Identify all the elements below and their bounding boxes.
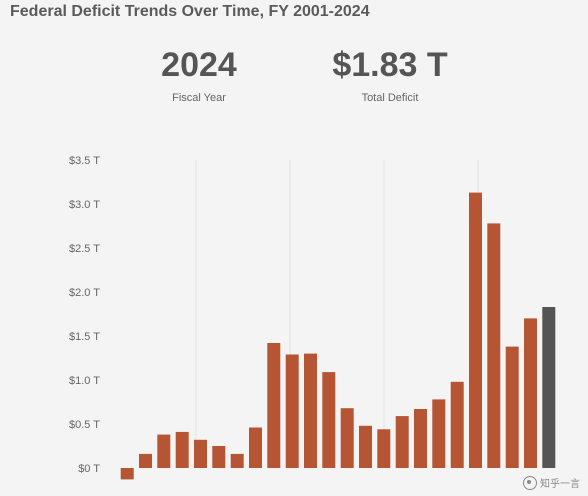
bar-2017 xyxy=(414,409,427,468)
bar-2024 xyxy=(542,307,556,468)
y-axis-ticks: $0 T $0.5 T $1.0 T $1.5 T $2.0 T $2.5 T $3.0 T… xyxy=(69,155,100,475)
total-deficit-label: Total Deficit xyxy=(361,92,419,104)
fiscal-year-value: 2024 xyxy=(161,46,237,84)
bar-2012 xyxy=(322,372,336,468)
y-tick-label: $2.5 T xyxy=(69,243,100,255)
y-tick-label: $1.5 T xyxy=(69,331,100,343)
bar-2006 xyxy=(212,446,226,468)
bar-2019 xyxy=(450,381,464,468)
fiscal-year-stat: 2024 Fiscal Year xyxy=(134,48,264,104)
bar-2001 xyxy=(120,468,134,480)
total-deficit-value: $1.83 T xyxy=(332,46,448,84)
bar-2007 xyxy=(230,453,244,468)
watermark-text: 知乎一言 xyxy=(540,479,580,490)
bar-2003 xyxy=(157,434,171,468)
bar-2013 xyxy=(340,408,354,468)
bar-2010 xyxy=(285,354,299,468)
circle-logo-icon xyxy=(523,475,537,490)
fiscal-year-label: Fiscal Year xyxy=(172,92,226,104)
bars xyxy=(120,192,556,480)
bar-2002 xyxy=(139,453,152,468)
bar-2011 xyxy=(304,353,317,468)
y-tick-label: $2.0 T xyxy=(69,287,100,299)
y-tick-label: $3.0 T xyxy=(69,199,100,211)
total-deficit-stat: $1.83 T Total Deficit xyxy=(310,48,470,104)
chart-title: Federal Deficit Trends Over Time, FY 200… xyxy=(10,3,370,20)
bar-2020 xyxy=(469,192,482,468)
bar-2022 xyxy=(505,346,519,468)
bar-2009 xyxy=(267,343,281,468)
bar-2023 xyxy=(524,318,537,468)
bar-2014 xyxy=(359,425,372,468)
watermark: 知乎一言 xyxy=(523,475,580,490)
deficit-bar-chart: $0 T $0.5 T $1.0 T $1.5 T $2.0 T $2.5 T $3.0 T… xyxy=(69,155,556,480)
bar-2008 xyxy=(249,427,262,468)
y-tick-label: $1.0 T xyxy=(69,375,100,387)
bar-2021 xyxy=(487,223,501,468)
bar-2015 xyxy=(377,429,391,468)
bar-2004 xyxy=(175,431,189,468)
y-tick-label: $0.5 T xyxy=(69,419,100,431)
bar-2018 xyxy=(432,399,446,468)
bar-2016 xyxy=(395,416,409,468)
y-tick-label: $3.5 T xyxy=(69,155,100,167)
bar-2005 xyxy=(194,439,207,468)
y-tick-label: $0 T xyxy=(78,463,100,475)
